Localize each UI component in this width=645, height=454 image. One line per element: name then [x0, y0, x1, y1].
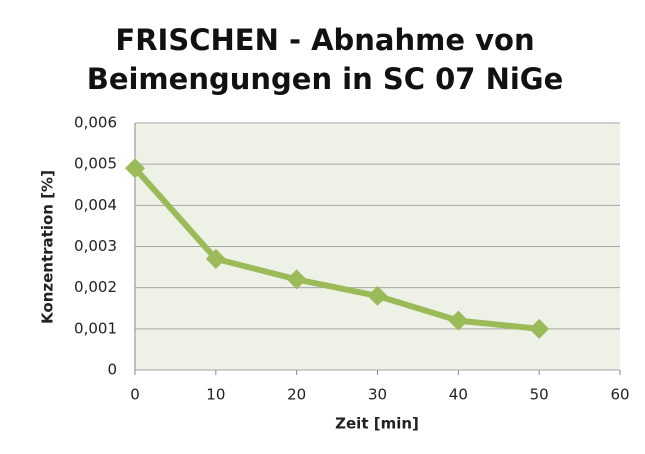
data-marker [448, 310, 469, 331]
y-tick-label: 0,004 [74, 196, 117, 214]
data-line [132, 166, 540, 332]
x-tick-label: 0 [130, 386, 140, 404]
x-tick-label: 40 [449, 386, 468, 404]
y-tick-label: 0,006 [74, 114, 117, 132]
x-tick-label: 10 [206, 386, 225, 404]
x-axis-title: Zeit [min] [335, 415, 419, 433]
y-tick-label: 0 [107, 361, 117, 379]
chart-title: FRISCHEN - Abnahme von [115, 23, 534, 57]
y-tick-label: 0,003 [74, 237, 117, 255]
data-marker [205, 248, 226, 269]
y-tick-label: 0,002 [74, 278, 117, 296]
x-tick-label: 60 [610, 386, 629, 404]
y-axis-title: Konzentration [%] [39, 170, 57, 324]
y-tick-label: 0,001 [74, 319, 117, 337]
y-tick-label: 0,005 [74, 155, 117, 173]
chart-title: Beimengungen in SC 07 NiGe [87, 62, 564, 96]
x-tick-label: 30 [368, 386, 387, 404]
data-marker [125, 158, 145, 179]
data-marker [286, 269, 307, 290]
data-marker [529, 318, 550, 339]
x-tick-label: 20 [287, 386, 306, 404]
x-tick-label: 50 [530, 386, 549, 404]
data-marker [367, 285, 388, 306]
